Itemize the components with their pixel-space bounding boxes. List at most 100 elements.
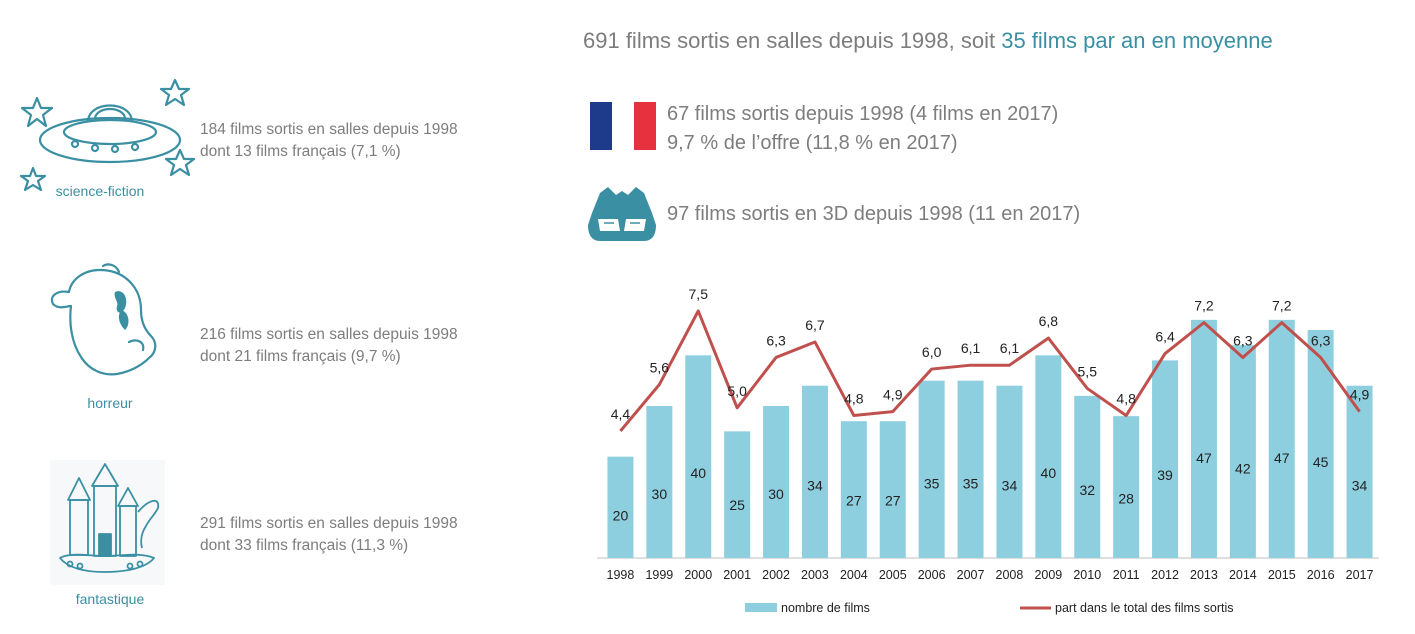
genre-line2: dont 13 films français (7,1 %) xyxy=(200,143,401,160)
line-value-label: 6,3 xyxy=(1311,332,1331,348)
genre-label-fantastique: fantastique xyxy=(75,591,145,607)
bar-2016 xyxy=(1307,330,1334,558)
line-value-label: 6,0 xyxy=(922,344,942,360)
bar-2007 xyxy=(957,380,984,558)
genre-label-scifi: science-fiction xyxy=(55,183,145,199)
x-tick-label: 2003 xyxy=(801,568,829,582)
bar-2004 xyxy=(840,421,867,558)
legend-bar-label: nombre de films xyxy=(781,601,870,615)
bar-2003 xyxy=(801,385,828,558)
x-tick-label: 2009 xyxy=(1034,568,1062,582)
bar-1998 xyxy=(607,456,634,558)
line-value-label: 5,5 xyxy=(1078,363,1098,379)
line-value-label: 6,1 xyxy=(961,340,981,356)
bar-value-label: 20 xyxy=(613,507,629,523)
flag-blue-band xyxy=(590,102,612,150)
genre-line2: dont 33 films français (11,3 %) xyxy=(200,537,409,554)
x-tick-label: 2017 xyxy=(1346,568,1374,582)
bar-value-label: 39 xyxy=(1157,467,1173,483)
line-value-label: 4,8 xyxy=(1116,391,1136,407)
bar-value-label: 34 xyxy=(1352,478,1368,494)
bar-2008 xyxy=(996,385,1023,558)
castle-icon xyxy=(50,460,165,585)
genre-line2: dont 21 films français (9,7 %) xyxy=(200,348,401,365)
x-tick-label: 2002 xyxy=(762,568,790,582)
bar-value-label: 27 xyxy=(846,493,862,509)
3d-glasses-icon xyxy=(586,185,658,243)
bar-value-label: 47 xyxy=(1274,450,1290,466)
bar-value-label: 35 xyxy=(924,476,940,492)
3d-info: 97 films sortis en 3D depuis 1998 (11 en… xyxy=(667,203,1081,225)
bar-2005 xyxy=(879,421,906,558)
line-value-label: 6,1 xyxy=(1000,340,1020,356)
genre-line1: 291 films sortis en salles depuis 1998 xyxy=(200,515,458,532)
line-value-label: 4,4 xyxy=(611,406,631,422)
films-chart: 20 1998 30 1999 40 2000 25 2001 30 2002 34 2003 27 20… xyxy=(597,286,1379,615)
bar-2017 xyxy=(1346,385,1373,558)
bar-2013 xyxy=(1190,319,1217,558)
line-value-label: 6,7 xyxy=(805,317,825,333)
french-flag-icon xyxy=(590,102,656,150)
bar-value-label: 28 xyxy=(1118,490,1134,506)
x-tick-label: 1998 xyxy=(607,568,635,582)
bar-value-label: 30 xyxy=(652,486,668,502)
line-value-label: 6,8 xyxy=(1039,313,1059,329)
bar-value-label: 32 xyxy=(1079,482,1095,498)
x-tick-label: 2012 xyxy=(1151,568,1179,582)
french-line1: 67 films sortis depuis 1998 (4 films en … xyxy=(667,103,1059,125)
scifi-icon xyxy=(15,78,205,198)
bar-value-label: 42 xyxy=(1235,461,1251,477)
line-value-label: 7,2 xyxy=(1272,298,1292,314)
line-value-label: 7,5 xyxy=(689,286,709,302)
line-value-label: 6,3 xyxy=(766,332,786,348)
bar-value-label: 27 xyxy=(885,493,901,509)
french-line2: 9,7 % de l’offre (11,8 % en 2017) xyxy=(667,132,958,154)
genre-line1: 184 films sortis en salles depuis 1998 xyxy=(200,121,458,138)
x-tick-label: 2007 xyxy=(957,568,985,582)
x-tick-label: 1999 xyxy=(645,568,673,582)
x-tick-label: 2011 xyxy=(1113,568,1140,582)
french-info: 67 films sortis depuis 1998 (4 films en … xyxy=(667,100,1058,158)
bar-value-label: 45 xyxy=(1313,454,1329,470)
x-tick-label: 2001 xyxy=(723,568,751,582)
genre-info-scifi: 184 films sortis en salles depuis 1998 d… xyxy=(200,119,458,163)
genre-label-horreur: horreur xyxy=(87,395,133,411)
x-tick-label: 2005 xyxy=(879,568,907,582)
ghost-icon xyxy=(45,262,165,387)
bar-2009 xyxy=(1035,355,1062,558)
bar-2012 xyxy=(1152,360,1179,558)
line-value-label: 7,2 xyxy=(1194,298,1214,314)
x-tick-label: 2010 xyxy=(1073,568,1101,582)
x-tick-label: 2004 xyxy=(840,568,868,582)
page-title: 691 films sortis en salles depuis 1998, … xyxy=(583,28,1273,54)
bar-value-label: 40 xyxy=(690,465,706,481)
bar-value-label: 47 xyxy=(1196,450,1212,466)
flag-red-band xyxy=(634,102,656,150)
bar-2014 xyxy=(1229,345,1256,558)
bar-2002 xyxy=(763,406,790,558)
x-tick-label: 2015 xyxy=(1268,568,1296,582)
legend-bar-swatch xyxy=(745,603,777,612)
bar-2015 xyxy=(1268,319,1295,558)
title-highlight: 35 films par an en moyenne xyxy=(1001,28,1273,53)
bar-1999 xyxy=(646,406,673,558)
legend-line-label: part dans le total des films sortis xyxy=(1055,601,1234,615)
line-value-label: 4,9 xyxy=(883,387,903,403)
bar-value-label: 25 xyxy=(729,497,745,513)
title-main: 691 films sortis en salles depuis 1998, … xyxy=(583,28,1002,53)
line-value-label: 6,4 xyxy=(1155,329,1175,345)
bar-2010 xyxy=(1074,395,1101,558)
line-value-label: 4,8 xyxy=(844,391,864,407)
genre-info-fantastique: 291 films sortis en salles depuis 1998 d… xyxy=(200,513,458,557)
line-value-label: 5,6 xyxy=(650,360,670,376)
x-tick-label: 2013 xyxy=(1190,568,1218,582)
x-tick-label: 2014 xyxy=(1229,568,1257,582)
bar-value-label: 34 xyxy=(807,478,823,494)
genre-info-horreur: 216 films sortis en salles depuis 1998 d… xyxy=(200,324,458,368)
bar-2011 xyxy=(1113,416,1140,558)
bar-value-label: 30 xyxy=(768,486,784,502)
genre-line1: 216 films sortis en salles depuis 1998 xyxy=(200,326,458,343)
x-tick-label: 2016 xyxy=(1307,568,1335,582)
bar-value-label: 34 xyxy=(1002,478,1018,494)
bar-value-label: 40 xyxy=(1041,465,1057,481)
